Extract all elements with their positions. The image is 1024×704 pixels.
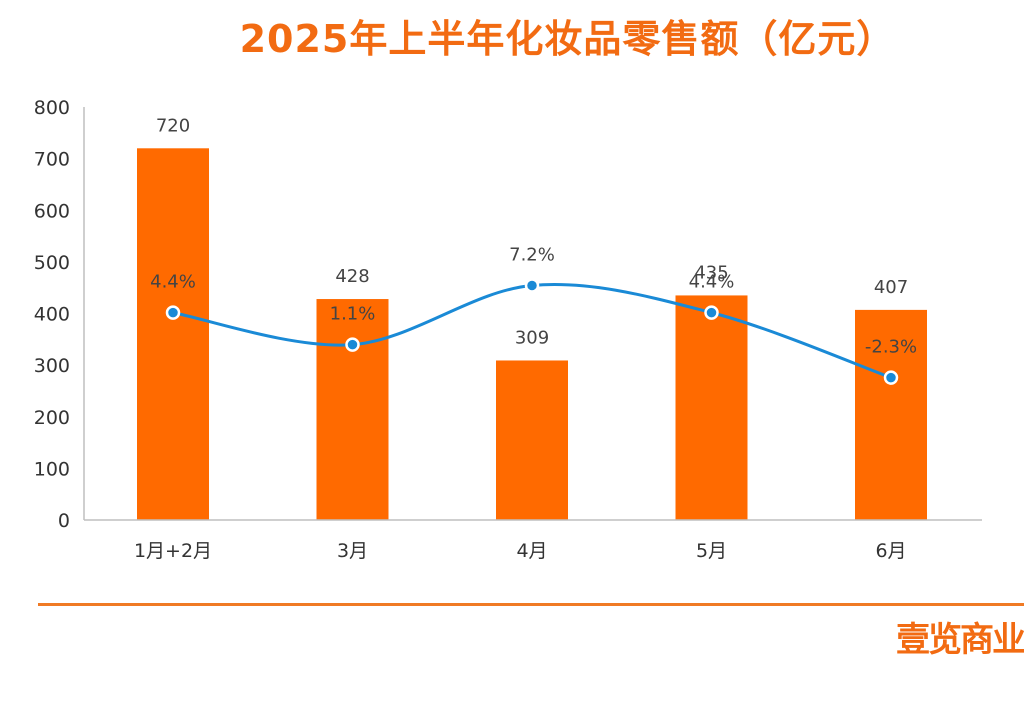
y-tick-label: 200	[34, 407, 70, 429]
growth-point	[165, 305, 181, 320]
divider-line	[38, 603, 1024, 606]
chart: 0 100 200 300 400 500 600 700 800 720 1月+2月 428 3月 30…	[34, 97, 982, 562]
y-tick-label: 300	[34, 355, 70, 377]
y-tick-label: 0	[58, 510, 70, 532]
bar-value-label: 428	[335, 266, 369, 287]
bar	[316, 299, 389, 520]
y-tick-label: 800	[34, 97, 70, 119]
bar-value-label: 720	[156, 115, 190, 136]
growth-point	[704, 305, 719, 320]
bar-value-label: 435	[694, 262, 728, 283]
growth-value-label: 4.4%	[689, 272, 735, 293]
y-tick-label: 400	[34, 304, 70, 326]
growth-point	[883, 370, 899, 385]
y-tick-label: 700	[34, 149, 70, 171]
x-tick-label: 4月	[516, 540, 547, 562]
x-tick-label: 3月	[337, 540, 368, 562]
bar	[675, 295, 748, 520]
bar	[137, 148, 209, 521]
bar	[855, 309, 927, 520]
bar	[496, 360, 568, 520]
growth-value-label: 7.2%	[509, 244, 555, 265]
x-tick-label: 6月	[875, 540, 906, 562]
y-tick-label: 100	[34, 458, 70, 480]
growth-point	[524, 278, 540, 293]
bar-value-label: 309	[515, 327, 549, 348]
growth-value-label: 4.4%	[150, 272, 196, 293]
x-tick-label: 5月	[696, 540, 727, 562]
chart-title: 2025年上半年化妆品零售额（亿元）	[239, 17, 896, 61]
bar-value-label: 407	[874, 277, 908, 298]
growth-value-label: 1.1%	[330, 304, 376, 325]
growth-value-label: -2.3%	[865, 337, 917, 358]
y-tick-label: 600	[34, 200, 70, 222]
growth-point	[345, 337, 360, 352]
x-tick-label: 1月+2月	[134, 540, 212, 562]
y-tick-label: 500	[34, 252, 70, 274]
brand-logo: 壹览商业	[896, 620, 1024, 660]
